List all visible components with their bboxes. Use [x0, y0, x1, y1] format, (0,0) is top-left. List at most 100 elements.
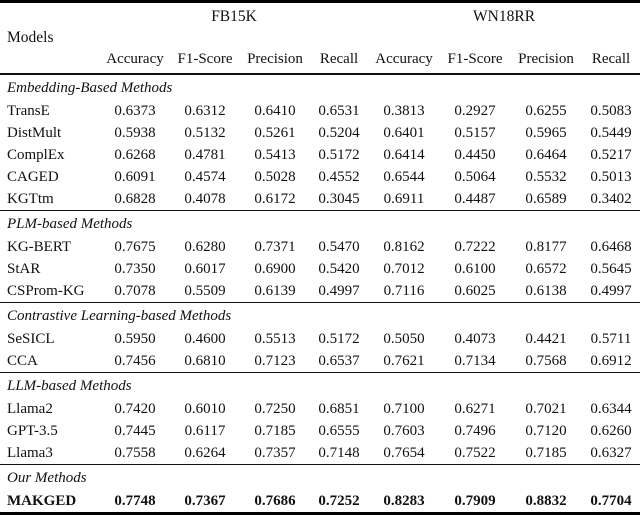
metric-value: 0.6260 [590, 422, 632, 439]
group-label-fb15k: FB15K [211, 8, 257, 25]
metric-value: 0.6264 [184, 444, 226, 461]
metric-value: 0.6464 [525, 146, 567, 163]
model-name: TransE [7, 102, 50, 119]
metric-value: 0.5261 [254, 124, 296, 141]
table-row: CSProm-KG 0.7078 0.5509 0.6139 0.4997 0.7116 0… [0, 280, 640, 303]
metric-value: 0.7420 [114, 400, 156, 417]
model-name: CCA [7, 352, 38, 369]
metric-value: 0.7185 [525, 444, 567, 461]
table-row: DistMult 0.5938 0.5132 0.5261 0.5204 0.6401 0.… [0, 122, 640, 144]
model-name: CSProm-KG [7, 282, 85, 299]
metric-value: 0.6537 [318, 352, 360, 369]
metric-value: 0.4552 [318, 168, 360, 185]
metric-value: 0.7558 [114, 444, 156, 461]
table-row: CAGED 0.6091 0.4574 0.5028 0.4552 0.6544 0.506… [0, 166, 640, 188]
model-name: GPT-3.5 [7, 422, 58, 439]
model-name: ComplEx [7, 146, 65, 163]
table-row: GPT-3.5 0.7445 0.6117 0.7185 0.6555 0.7603 0.7… [0, 420, 640, 442]
metric-value: 0.7456 [114, 352, 156, 369]
metric-header-wn18rr-f1score: F1-Score [440, 47, 511, 75]
metric-value: 0.7120 [525, 422, 567, 439]
metric-value: 0.6271 [454, 400, 496, 417]
metric-value: 0.5413 [254, 146, 296, 163]
metric-value: 0.3813 [383, 102, 425, 119]
metric-value: 0.7185 [254, 422, 296, 439]
metric-value: 0.6401 [383, 124, 425, 141]
metric-value: 0.5217 [590, 146, 632, 163]
group-label-wn18rr: WN18RR [473, 8, 536, 25]
metric-value: 0.8283 [383, 492, 425, 509]
table-header: Models FB15K WN18RR Accuracy F1-Score Pr… [0, 1, 640, 75]
metric-value: 0.6572 [525, 260, 567, 277]
section-title: Contrastive Learning-based Methods [0, 302, 640, 328]
metric-value: 0.6327 [590, 444, 632, 461]
model-name: DistMult [7, 124, 62, 141]
metric-value: 0.5645 [590, 260, 632, 277]
metric-value: 0.5513 [254, 330, 296, 347]
table-row: KG-BERT 0.7675 0.6280 0.7371 0.5470 0.8162 0.7… [0, 236, 640, 258]
metric-value: 0.5013 [590, 168, 632, 185]
metric-value: 0.5965 [525, 124, 567, 141]
metric-value: 0.7371 [254, 238, 296, 255]
model-name: SeSICL [7, 330, 55, 347]
metric-value: 0.3402 [590, 190, 632, 207]
metric-header-fb15k-f1score: F1-Score [170, 47, 240, 75]
metric-value: 0.6555 [318, 422, 360, 439]
metric-value: 0.7748 [114, 492, 156, 509]
metric-value: 0.4450 [454, 146, 496, 163]
metric-value: 0.6851 [318, 400, 360, 417]
metric-value: 0.4421 [525, 330, 567, 347]
model-name: StAR [7, 260, 41, 277]
metric-value: 0.4781 [184, 146, 226, 163]
metric-value: 0.6900 [254, 260, 296, 277]
metric-value: 0.5204 [318, 124, 360, 141]
metric-value: 0.6589 [525, 190, 567, 207]
table-row: KGTtm 0.6828 0.4078 0.6172 0.3045 0.6911 0.448… [0, 188, 640, 211]
metric-value: 0.4600 [184, 330, 226, 347]
metric-value: 0.5470 [318, 238, 360, 255]
metric-value: 0.5449 [590, 124, 632, 141]
metric-value: 0.7568 [525, 352, 567, 369]
metric-value: 0.5172 [318, 146, 360, 163]
metric-value: 0.6373 [114, 102, 156, 119]
metric-value: 0.6091 [114, 168, 156, 185]
table-row: Llama2 0.7420 0.6010 0.7250 0.6851 0.7100 0.62… [0, 398, 640, 420]
table-row: StAR 0.7350 0.6017 0.6900 0.5420 0.7012 0.6100… [0, 258, 640, 280]
metric-value: 0.7250 [254, 400, 296, 417]
metric-value: 0.5532 [525, 168, 567, 185]
metric-value: 0.7116 [383, 282, 425, 299]
metric-value: 0.6100 [454, 260, 496, 277]
metric-value: 0.6531 [318, 102, 360, 119]
model-name: Llama2 [7, 400, 53, 417]
metric-value: 0.6139 [254, 282, 296, 299]
metric-value: 0.5083 [590, 102, 632, 119]
metric-header-wn18rr-precision: Precision [510, 47, 583, 75]
group-header-row: Models FB15K WN18RR [0, 1, 640, 75]
metric-value: 0.6410 [254, 102, 296, 119]
metric-value: 0.7357 [254, 444, 296, 461]
metric-value: 0.6117 [184, 422, 226, 439]
metric-header-row: Accuracy F1-Score Precision Recall Accur… [0, 47, 640, 75]
section-title-row: PLM-based Methods [0, 210, 640, 236]
metric-value: 0.5157 [454, 124, 496, 141]
metric-value: 0.7522 [454, 444, 496, 461]
group-header-wn18rr: WN18RR [368, 2, 640, 48]
metric-value: 0.3045 [318, 190, 360, 207]
metric-value: 0.6828 [114, 190, 156, 207]
table-row: TransE 0.6373 0.6312 0.6410 0.6531 0.3813 0.29… [0, 100, 640, 122]
model-name: Llama3 [7, 444, 53, 461]
model-name: CAGED [7, 168, 59, 185]
metric-value: 0.7012 [383, 260, 425, 277]
table-row: CCA 0.7456 0.6810 0.7123 0.6537 0.7621 0.7134 0… [0, 350, 640, 373]
metric-value: 0.5064 [454, 168, 496, 185]
metric-value: 0.6172 [254, 190, 296, 207]
metric-value: 0.7350 [114, 260, 156, 277]
metric-value: 0.7675 [114, 238, 156, 255]
metric-value: 0.6280 [184, 238, 226, 255]
metric-value: 0.6312 [184, 102, 226, 119]
metric-value: 0.5028 [254, 168, 296, 185]
metric-value: 0.5420 [318, 260, 360, 277]
table-row: SeSICL 0.5950 0.4600 0.5513 0.5172 0.5050 0.40… [0, 328, 640, 350]
metric-value: 0.4997 [590, 282, 632, 299]
